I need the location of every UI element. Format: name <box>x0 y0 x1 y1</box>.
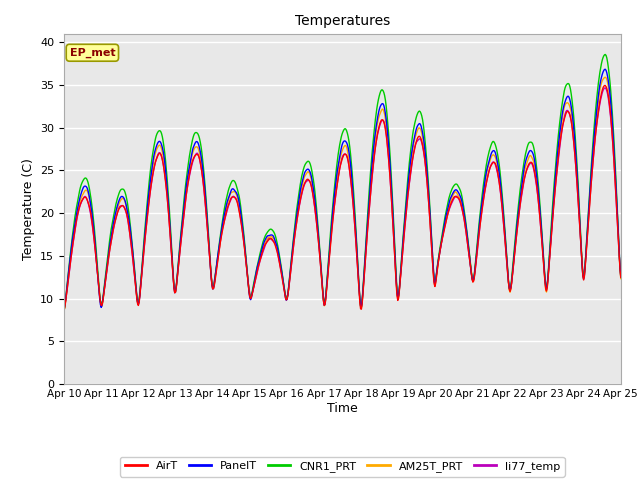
CNR1_PRT <box>184 164 192 170</box>
Text: EP_met: EP_met <box>70 48 115 58</box>
AM25T_PRT <box>602 74 609 80</box>
Legend: AirT, PanelT, CNR1_PRT, AM25T_PRT, li77_temp: AirT, PanelT, CNR1_PRT, AM25T_PRT, li77_… <box>120 457 564 477</box>
PanelT <box>426 216 434 222</box>
AirT <box>70 233 78 239</box>
CNR1_PRT <box>60 308 68 313</box>
PanelT <box>410 136 418 142</box>
AirT <box>214 261 221 266</box>
PanelT <box>184 172 192 178</box>
AM25T_PRT <box>214 260 221 266</box>
AirT <box>127 242 135 248</box>
Line: CNR1_PRT: CNR1_PRT <box>64 55 621 311</box>
Line: AM25T_PRT: AM25T_PRT <box>64 77 621 311</box>
PanelT <box>60 306 68 312</box>
AM25T_PRT <box>127 239 135 244</box>
CNR1_PRT <box>70 220 78 226</box>
AM25T_PRT <box>184 177 192 182</box>
Title: Temperatures: Temperatures <box>295 14 390 28</box>
Line: li77_temp: li77_temp <box>64 88 621 307</box>
AirT <box>426 223 434 228</box>
li77_temp <box>410 147 418 153</box>
li77_temp <box>617 269 625 275</box>
AM25T_PRT <box>70 229 78 235</box>
li77_temp <box>214 259 221 265</box>
CNR1_PRT <box>426 211 434 217</box>
li77_temp <box>70 234 78 240</box>
CNR1_PRT <box>127 233 135 239</box>
AirT <box>617 275 625 280</box>
PanelT <box>602 66 609 72</box>
AM25T_PRT <box>617 276 625 282</box>
li77_temp <box>127 244 135 250</box>
CNR1_PRT <box>410 124 418 130</box>
PanelT <box>617 274 625 280</box>
CNR1_PRT <box>602 52 609 58</box>
AM25T_PRT <box>410 139 418 145</box>
AM25T_PRT <box>426 220 434 226</box>
li77_temp <box>426 223 434 229</box>
li77_temp <box>602 85 609 91</box>
li77_temp <box>184 181 192 187</box>
li77_temp <box>60 304 68 310</box>
AM25T_PRT <box>60 308 68 314</box>
Y-axis label: Temperature (C): Temperature (C) <box>22 158 35 260</box>
AirT <box>184 181 192 187</box>
AirT <box>410 149 418 155</box>
CNR1_PRT <box>617 273 625 278</box>
Line: PanelT: PanelT <box>64 69 621 309</box>
AirT <box>60 308 68 313</box>
PanelT <box>214 256 221 262</box>
PanelT <box>70 227 78 232</box>
CNR1_PRT <box>214 257 221 263</box>
AirT <box>601 83 609 88</box>
Line: AirT: AirT <box>64 85 621 311</box>
X-axis label: Time: Time <box>327 402 358 415</box>
PanelT <box>127 236 135 242</box>
